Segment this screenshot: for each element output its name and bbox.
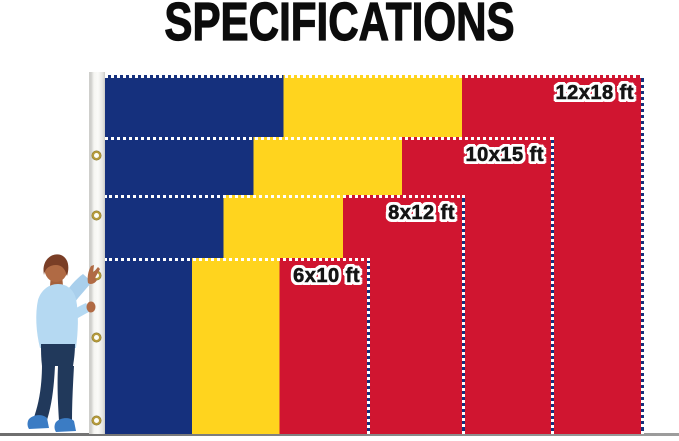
grommet-icon: [92, 333, 101, 342]
flag-size-label-8x12: 8x12 ft: [388, 202, 455, 225]
person-raised-hand: [87, 265, 100, 284]
flag-size-label-6x10: 6x10 ft: [293, 265, 360, 288]
person-illustration: [27, 254, 100, 432]
grommet-icon: [92, 416, 101, 425]
page-title: SPECIFICATIONS: [164, 0, 515, 53]
ground-line: [0, 433, 679, 436]
person-right-leg: [57, 366, 74, 421]
person-hips: [41, 344, 75, 366]
person-left-shoe: [27, 415, 49, 429]
flag-size-label-10x15: 10x15 ft: [465, 144, 544, 167]
person-torso: [36, 284, 78, 348]
grommet-icon: [92, 211, 101, 220]
person-hair: [43, 254, 69, 276]
person-right-shoe: [54, 418, 76, 432]
grommet-icon: [92, 151, 101, 160]
flag-size-6x10: 6x10 ft: [104, 258, 370, 434]
flag-size-label-12x18: 12x18 ft: [555, 82, 634, 105]
person-left-leg: [33, 364, 55, 423]
person-mid-hand: [86, 301, 96, 313]
